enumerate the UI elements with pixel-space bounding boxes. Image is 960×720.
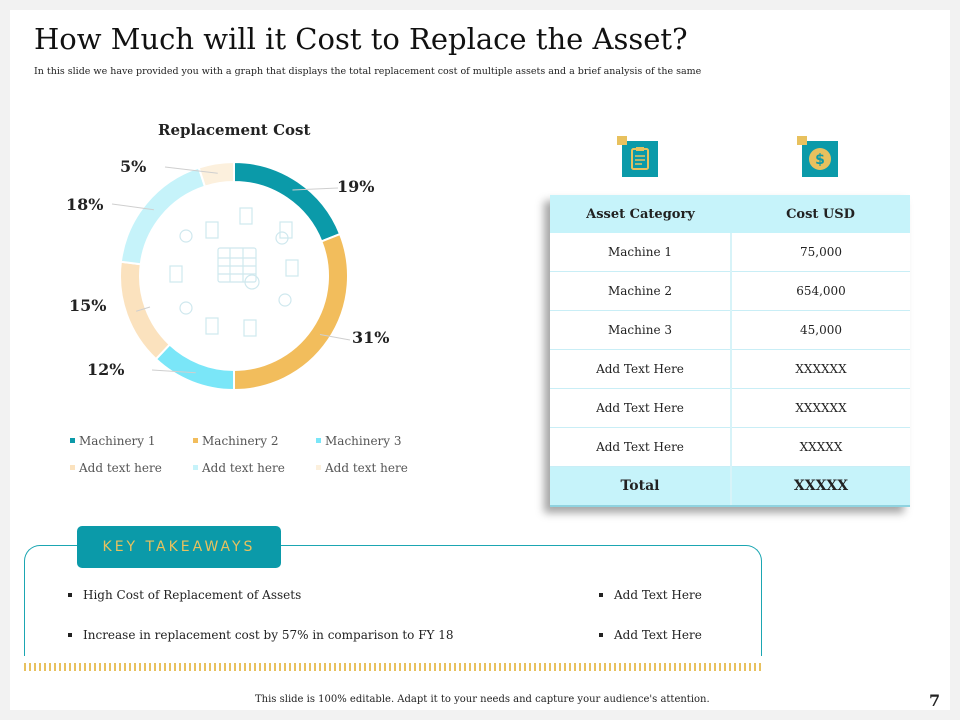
legend-item: Add text here	[70, 461, 162, 475]
legend-item: Add text here	[193, 461, 285, 475]
legend-item: Machinery 2	[193, 434, 279, 448]
header-cost-usd: Cost USD	[731, 195, 910, 233]
leader-line	[151, 369, 196, 374]
donut-slice-1	[233, 160, 342, 243]
donut-slice-6	[197, 160, 235, 188]
cell-category: Add Text Here	[550, 349, 732, 389]
legend-swatch	[70, 465, 75, 470]
donut-slice-4	[119, 260, 172, 361]
takeaway-item: Add Text Here	[599, 588, 702, 602]
cell-total-label: Total	[550, 466, 732, 507]
legend-swatch	[316, 438, 321, 443]
legend-swatch	[316, 465, 321, 470]
clipboard-icon	[617, 136, 658, 177]
table-row: Machine 1 75,000	[550, 233, 910, 272]
cell-cost: XXXXX	[731, 427, 910, 467]
leader-line	[319, 333, 351, 341]
asset-cost-table: Asset Category Cost USD Machine 1 75,000 …	[550, 195, 910, 507]
slide-title: How Much will it Cost to Replace the Ass…	[34, 22, 688, 56]
donut-slice-3	[154, 343, 235, 392]
slice-label-4: 15%	[69, 296, 107, 315]
table-row: Machine 2 654,000	[550, 271, 910, 311]
cell-cost: 45,000	[731, 310, 910, 350]
donut-chart	[111, 160, 351, 392]
leader-line	[292, 187, 339, 191]
legend-swatch	[70, 438, 75, 443]
leader-line	[164, 166, 218, 174]
svg-text:$: $	[815, 152, 825, 168]
legend-swatch	[193, 465, 198, 470]
spreadsheet-icon	[169, 207, 299, 337]
cell-cost: XXXXXX	[731, 388, 910, 428]
decorative-dash-strip	[24, 663, 762, 671]
table-total-row: Total XXXXX	[550, 466, 910, 507]
header-asset-category: Asset Category	[550, 195, 731, 233]
table-row: Add Text Here XXXXXX	[550, 388, 910, 428]
slice-label-6: 5%	[120, 157, 147, 176]
legend-item: Add text here	[316, 461, 408, 475]
slide-footer: This slide is 100% editable. Adapt it to…	[255, 694, 710, 705]
slide: How Much will it Cost to Replace the Ass…	[10, 10, 950, 710]
slice-label-1: 19%	[337, 177, 375, 196]
cell-cost: 654,000	[731, 271, 910, 311]
key-takeaways-box	[24, 545, 762, 656]
donut-slice-5	[119, 166, 207, 266]
table-row: Add Text Here XXXXXX	[550, 349, 910, 389]
cell-cost: 75,000	[731, 233, 910, 272]
legend-swatch	[193, 438, 198, 443]
cell-category: Machine 2	[550, 271, 732, 311]
chart-title: Replacement Cost	[158, 121, 311, 139]
cell-total-value: XXXXX	[731, 466, 910, 507]
cell-category: Add Text Here	[550, 388, 732, 428]
slice-label-5: 18%	[66, 195, 104, 214]
key-takeaways-heading: KEY TAKEAWAYS	[77, 526, 281, 568]
dollar-coin-icon: $	[797, 136, 838, 177]
slice-label-3: 12%	[87, 360, 125, 379]
cell-category: Machine 1	[550, 233, 732, 272]
slide-subtitle: In this slide we have provided you with …	[34, 66, 702, 77]
legend-item: Machinery 3	[316, 434, 402, 448]
table-row: Add Text Here XXXXX	[550, 427, 910, 467]
cell-category: Machine 3	[550, 310, 732, 350]
leader-line	[111, 203, 154, 211]
slice-label-2: 31%	[352, 328, 390, 347]
table-row: Machine 3 45,000	[550, 310, 910, 350]
page-number: 7	[929, 691, 941, 710]
cell-category: Add Text Here	[550, 427, 732, 467]
takeaway-item: Increase in replacement cost by 57% in c…	[68, 628, 454, 642]
leader-line	[136, 306, 151, 312]
takeaway-item: Add Text Here	[599, 628, 702, 642]
takeaway-item: High Cost of Replacement of Assets	[68, 588, 301, 602]
cell-cost: XXXXXX	[731, 349, 910, 389]
legend-item: Machinery 1	[70, 434, 156, 448]
table-header-row: Asset Category Cost USD	[550, 195, 910, 233]
